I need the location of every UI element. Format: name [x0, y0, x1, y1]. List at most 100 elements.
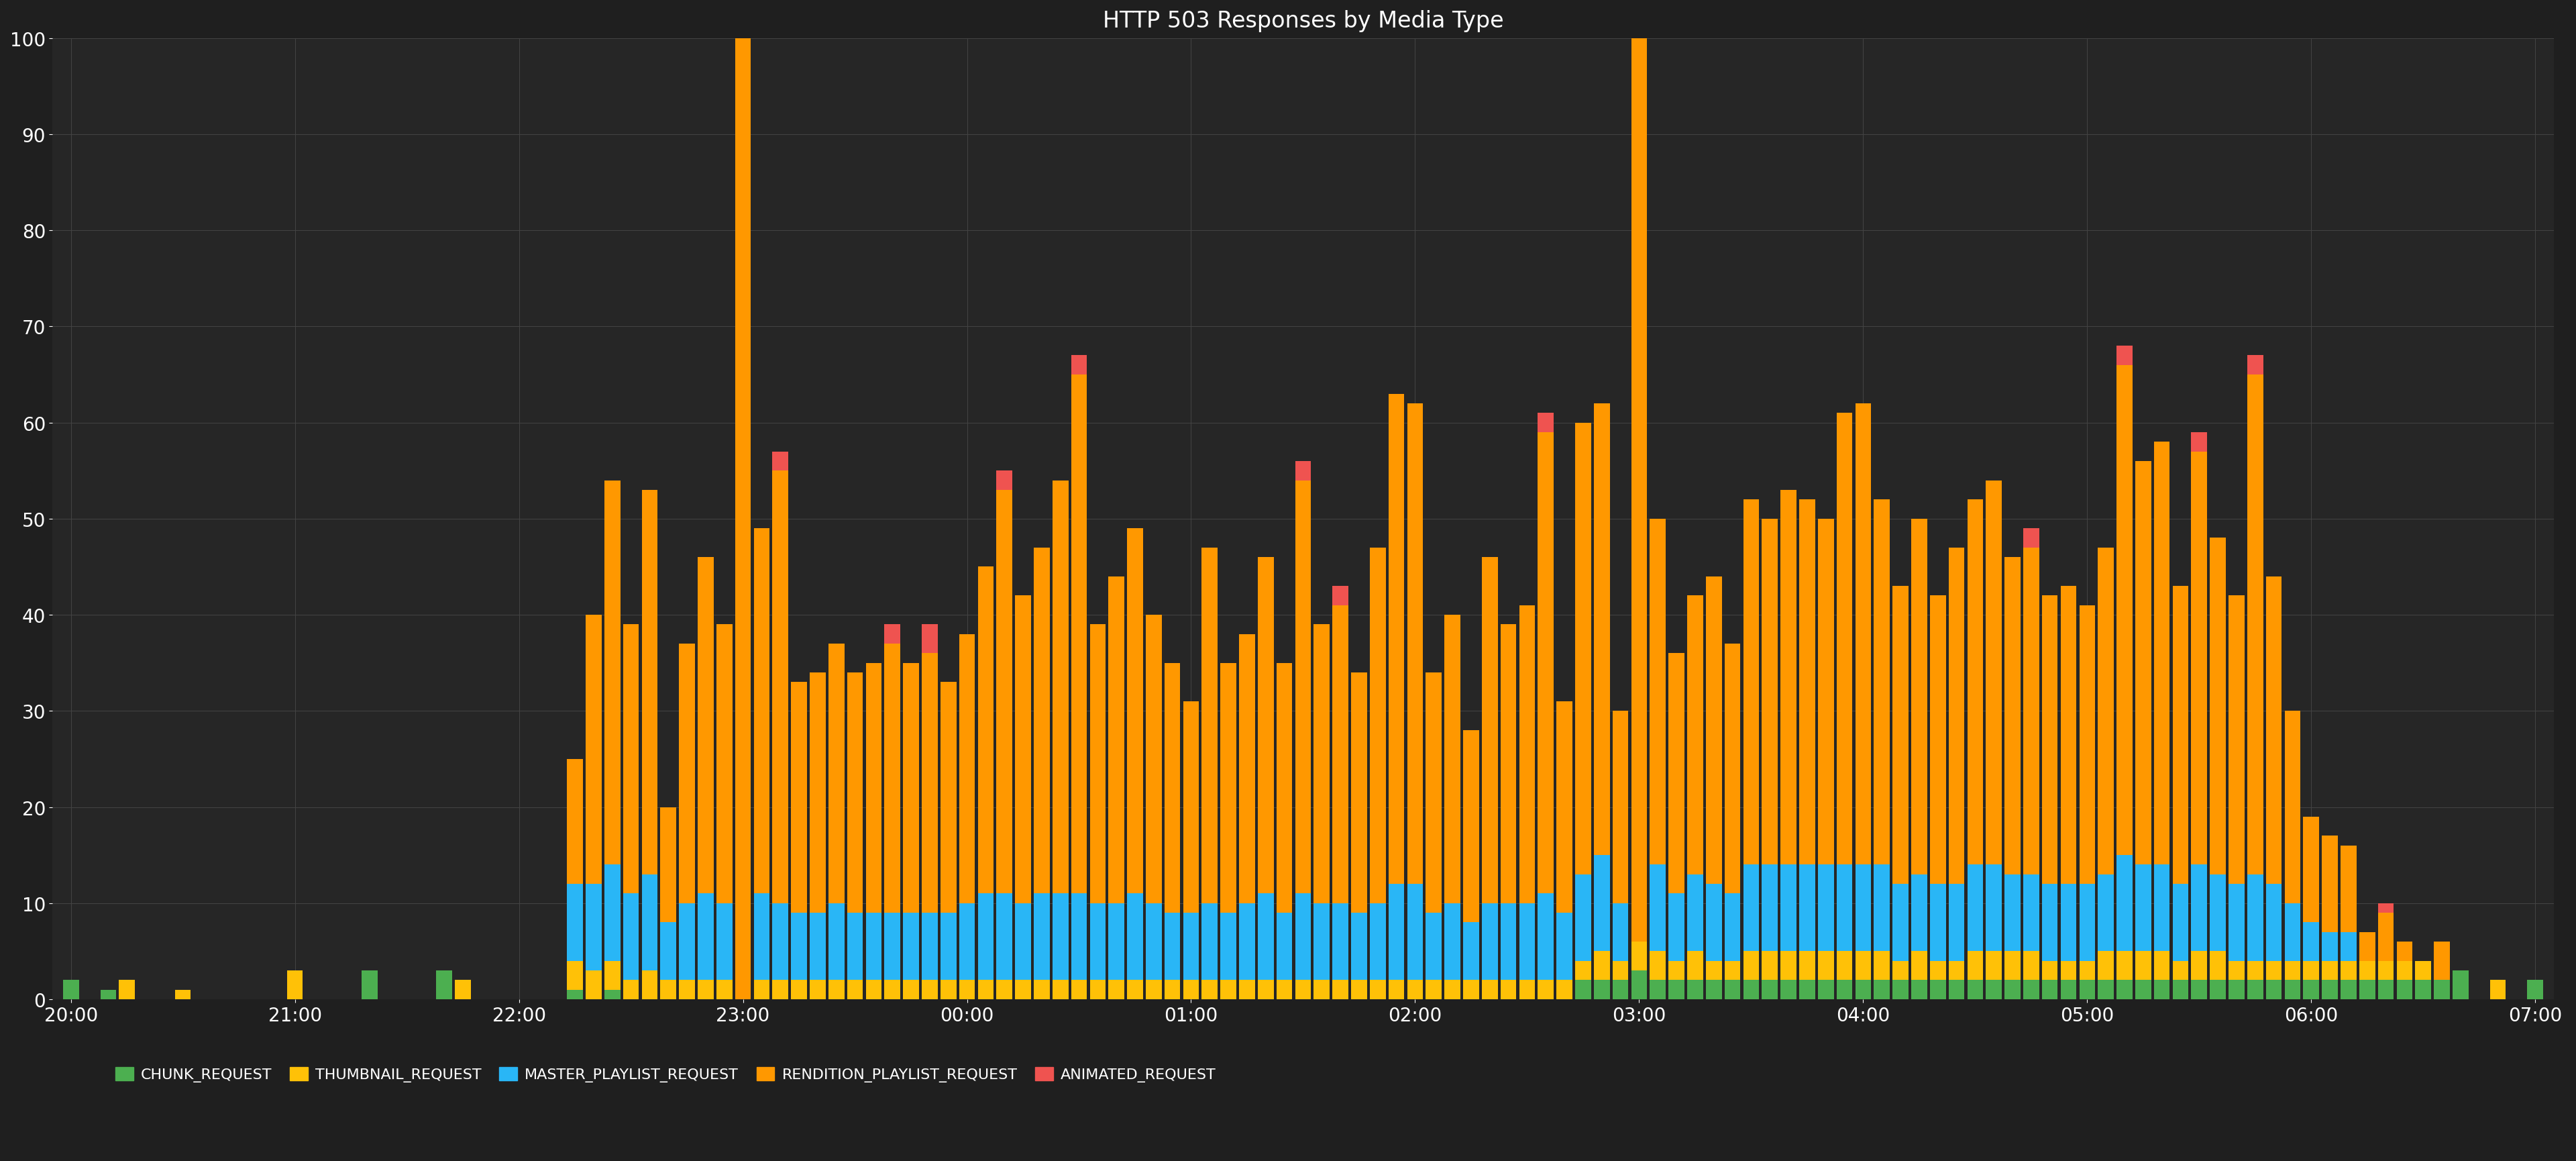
Bar: [2117, 980, 2133, 1000]
Bar: [997, 490, 1012, 894]
Bar: [2079, 961, 2094, 980]
Bar: [1406, 884, 1422, 980]
Bar: [1278, 913, 1293, 980]
Bar: [605, 481, 621, 865]
Bar: [2210, 951, 2226, 980]
Bar: [585, 971, 603, 1000]
Bar: [1278, 663, 1293, 913]
Bar: [1164, 980, 1180, 1000]
Bar: [2285, 961, 2300, 980]
Bar: [2097, 951, 2115, 980]
Bar: [2360, 932, 2375, 961]
Bar: [922, 625, 938, 654]
Bar: [716, 903, 732, 980]
Bar: [1072, 980, 1087, 1000]
Bar: [1352, 980, 1368, 1000]
Bar: [1855, 951, 1870, 980]
Bar: [1798, 980, 1816, 1000]
Bar: [1574, 423, 1592, 874]
Bar: [1257, 557, 1273, 894]
Bar: [755, 528, 770, 894]
Bar: [884, 625, 899, 644]
Bar: [680, 903, 696, 980]
Bar: [773, 980, 788, 1000]
Bar: [2079, 606, 2094, 884]
Bar: [2285, 712, 2300, 903]
Bar: [2396, 980, 2414, 1000]
Bar: [1649, 951, 1667, 980]
Bar: [1705, 884, 1721, 961]
Bar: [2061, 884, 2076, 961]
Bar: [904, 913, 920, 980]
Bar: [716, 980, 732, 1000]
Bar: [1837, 980, 1852, 1000]
Bar: [1855, 980, 1870, 1000]
Bar: [698, 557, 714, 894]
Bar: [1855, 404, 1870, 865]
Bar: [1705, 577, 1721, 884]
Bar: [1595, 980, 1610, 1000]
Bar: [1108, 903, 1123, 980]
Bar: [1072, 894, 1087, 980]
Bar: [958, 903, 974, 980]
Bar: [1445, 903, 1461, 980]
Bar: [659, 807, 677, 923]
Bar: [1388, 980, 1404, 1000]
Bar: [2303, 817, 2318, 923]
Bar: [2342, 845, 2357, 932]
Bar: [2079, 884, 2094, 961]
Bar: [1481, 557, 1497, 903]
Bar: [1128, 894, 1144, 980]
Bar: [2117, 951, 2133, 980]
Bar: [791, 980, 806, 1000]
Bar: [623, 625, 639, 894]
Bar: [1314, 903, 1329, 980]
Bar: [2172, 961, 2190, 980]
Bar: [1406, 404, 1422, 884]
Bar: [1388, 884, 1404, 980]
Bar: [2022, 528, 2040, 548]
Bar: [1762, 519, 1777, 865]
Bar: [567, 989, 582, 1000]
Bar: [1221, 663, 1236, 913]
Bar: [1520, 903, 1535, 980]
Bar: [1947, 980, 1965, 1000]
Bar: [1723, 961, 1741, 980]
Bar: [1798, 951, 1816, 980]
Bar: [1837, 865, 1852, 951]
Bar: [1911, 874, 1927, 951]
Bar: [1128, 528, 1144, 894]
Bar: [1873, 499, 1891, 865]
Bar: [2172, 980, 2190, 1000]
Bar: [118, 980, 134, 1000]
Bar: [940, 683, 956, 913]
Bar: [2303, 961, 2318, 980]
Bar: [1947, 961, 1965, 980]
Bar: [829, 980, 845, 1000]
Bar: [1015, 980, 1030, 1000]
Bar: [698, 980, 714, 1000]
Bar: [659, 923, 677, 980]
Bar: [2061, 586, 2076, 884]
Bar: [884, 913, 899, 980]
Bar: [997, 894, 1012, 980]
Bar: [1314, 625, 1329, 903]
Bar: [1370, 903, 1386, 980]
Bar: [1893, 884, 1909, 961]
Bar: [2416, 961, 2432, 980]
Bar: [1595, 404, 1610, 856]
Bar: [2246, 961, 2264, 980]
Bar: [2321, 980, 2339, 1000]
Bar: [1819, 519, 1834, 865]
Bar: [1427, 980, 1443, 1000]
Bar: [1986, 980, 2002, 1000]
Bar: [2097, 980, 2115, 1000]
Bar: [1352, 672, 1368, 913]
Bar: [1054, 894, 1069, 980]
Bar: [1705, 961, 1721, 980]
Bar: [1649, 519, 1667, 865]
Bar: [2154, 442, 2169, 865]
Bar: [2378, 913, 2393, 961]
Bar: [809, 672, 824, 913]
Bar: [1314, 980, 1329, 1000]
